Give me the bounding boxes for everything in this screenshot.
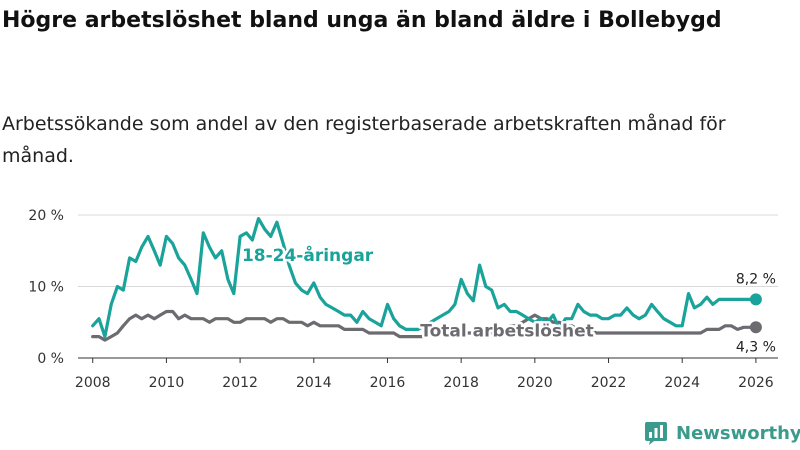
x-axis-tick-labels: 2008 2010 2012 2014 2016 2018 2020 2022 2024 2026	[75, 375, 774, 391]
end-value-label-total-arbetsl-shet: 4,3 %	[736, 339, 776, 355]
x-tick-label-2012: 2012	[222, 375, 258, 391]
end-marker-total-arbetsl-shet	[749, 321, 762, 334]
series-labels: 8,2 % 4,3 % 18-24-åringar Total arbetslöshe…	[239, 241, 776, 355]
grid-lines	[78, 214, 778, 287]
brand-logo: Newsworthy	[644, 418, 800, 448]
end-markers	[749, 293, 762, 334]
chart-subtitle: Arbetssökande som andel av den registerb…	[2, 113, 726, 167]
x-tick-label-2014: 2014	[296, 375, 332, 391]
x-tick-label-2024: 2024	[664, 375, 700, 391]
end-marker-18-24-ringar	[749, 293, 762, 306]
y-tick-label-0: 0 %	[37, 351, 64, 367]
x-tick-label-2016: 2016	[370, 375, 406, 391]
bar-chart-logo-icon	[645, 422, 667, 445]
end-value-label-18-24-ringar: 8,2 %	[736, 271, 776, 287]
series-label-18-24-ringar: 18-24-åringar	[242, 244, 374, 266]
series-label-total-arbetsl-shet: Total arbetslöshet	[420, 322, 594, 342]
y-tick-label-10: 10 %	[28, 280, 64, 296]
y-axis: 0 % 10 % 20 %	[28, 208, 64, 367]
x-tick-label-2018: 2018	[443, 375, 479, 391]
chart-title: Högre arbetslöshet bland unga än bland ä…	[2, 8, 722, 33]
x-tick-label-2008: 2008	[75, 375, 111, 391]
x-tick-label-2010: 2010	[149, 375, 185, 391]
series-line-18-24-ringar	[91, 217, 758, 339]
x-tick-label-2020: 2020	[517, 375, 553, 391]
x-tick-label-2026: 2026	[738, 375, 774, 391]
x-axis	[78, 357, 778, 363]
x-tick-label-2022: 2022	[591, 375, 627, 391]
brand-name: Newsworthy	[676, 422, 800, 444]
y-tick-label-20: 20 %	[28, 208, 64, 224]
series-lines	[91, 217, 758, 342]
series-line-total-arbetsl-shet	[91, 309, 758, 342]
